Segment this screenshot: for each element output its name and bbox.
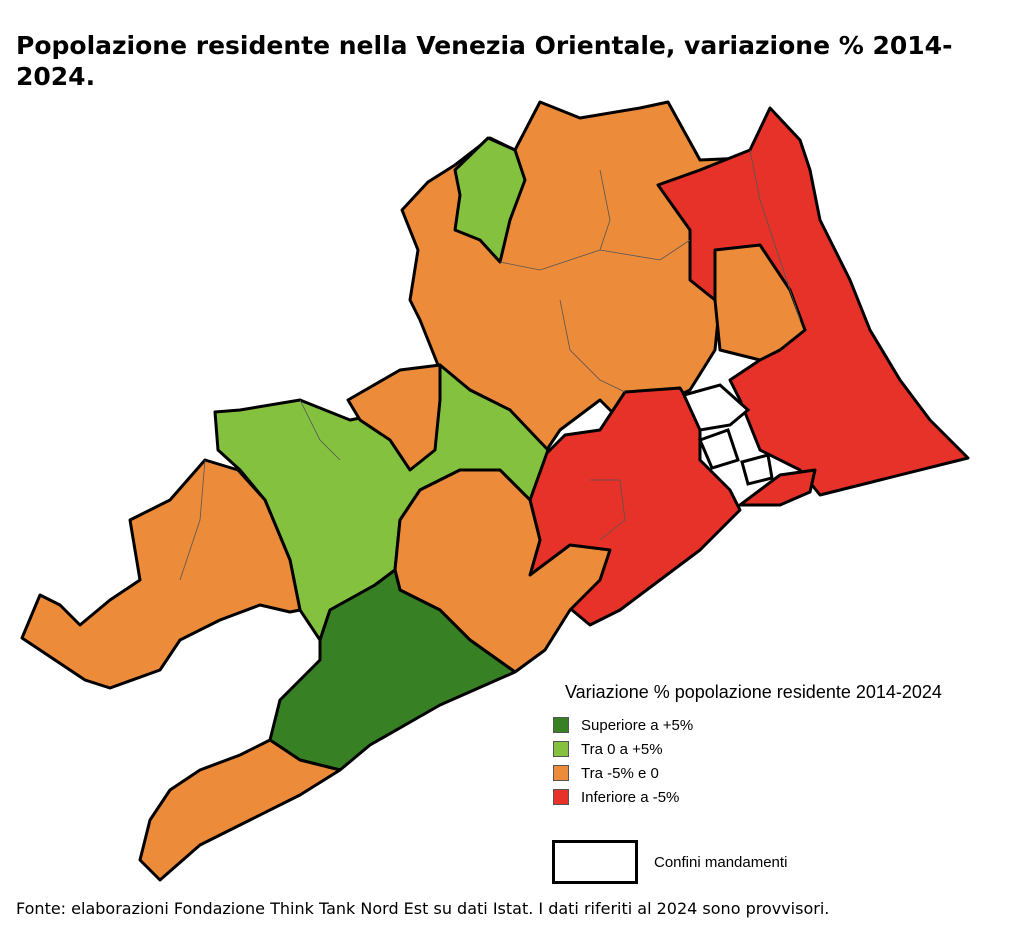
legend-swatch [553,765,569,781]
map-title: Popolazione residente nella Venezia Orie… [16,31,953,91]
legend-swatch [553,717,569,733]
region-east-orange [713,243,807,362]
boundary-swatch [552,840,638,884]
region-island-red [738,468,817,507]
legend-item-superiore: Superiore a +5% [553,713,1005,737]
lagoon-gap [697,428,740,470]
boundary-legend: Confini mandamenti [552,840,787,884]
legend-label: Superiore a +5% [581,716,694,734]
legend-item-inferiore: Inferiore a -5% [553,785,1005,809]
source-note: Fonte: elaborazioni Fondazione Think Tan… [16,899,830,918]
legend-swatch [553,789,569,805]
region-central-orange [346,363,442,472]
legend-label: Tra 0 a +5% [581,740,663,758]
legend-item-tra-m5-0: Tra -5% e 0 [553,761,1005,785]
lagoon-gap [740,453,774,486]
boundary-label: Confini mandamenti [654,853,788,871]
region-north-green [453,136,527,264]
legend: Variazione % popolazione residente 2014-… [553,682,1005,809]
legend-item-tra-0-5: Tra 0 a +5% [553,737,1005,761]
legend-swatch [553,741,569,757]
region-coast-orange [138,738,342,882]
region-west-orange [20,458,302,690]
region-dark-green [268,568,517,772]
legend-label: Inferiore a -5% [581,788,680,806]
legend-label: Tra -5% e 0 [581,764,659,782]
choropleth-map [20,100,970,882]
legend-title: Variazione % popolazione residente 2014-… [565,682,942,702]
lagoon-gap [681,383,751,432]
